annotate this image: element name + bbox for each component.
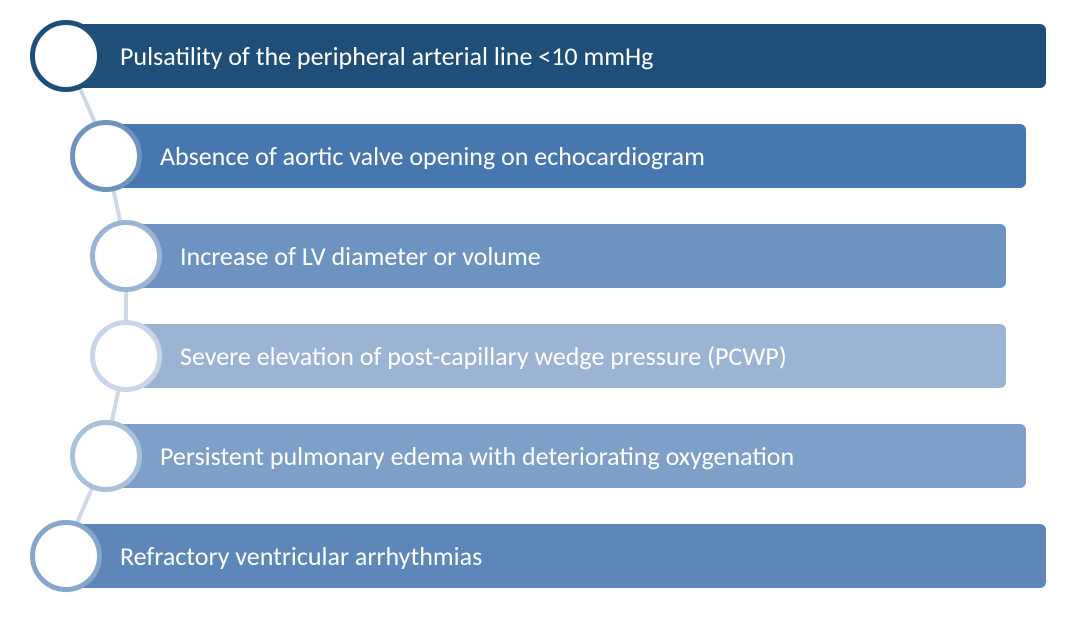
item-bar: Persistent pulmonary edema with deterior… (106, 424, 1026, 488)
infographic-list: Pulsatility of the peripheral arterial l… (30, 20, 1050, 592)
list-item: Absence of aortic valve opening on echoc… (70, 120, 1050, 192)
bullet-circle (70, 420, 142, 492)
item-label: Pulsatility of the peripheral arterial l… (120, 40, 653, 72)
list-item: Refractory ventricular arrhythmias (30, 520, 1050, 592)
item-label: Persistent pulmonary edema with deterior… (160, 440, 794, 472)
list-item: Increase of LV diameter or volume (90, 220, 1050, 292)
item-bar: Refractory ventricular arrhythmias (66, 524, 1046, 588)
list-item: Severe elevation of post-capillary wedge… (90, 320, 1050, 392)
bullet-circle (30, 520, 102, 592)
item-label: Increase of LV diameter or volume (180, 240, 541, 272)
list-item: Pulsatility of the peripheral arterial l… (30, 20, 1050, 92)
bullet-circle (90, 320, 162, 392)
item-bar: Severe elevation of post-capillary wedge… (126, 324, 1006, 388)
item-label: Severe elevation of post-capillary wedge… (180, 340, 787, 372)
item-bar: Increase of LV diameter or volume (126, 224, 1006, 288)
bullet-circle (70, 120, 142, 192)
list-item: Persistent pulmonary edema with deterior… (70, 420, 1050, 492)
bullet-circle (30, 20, 102, 92)
item-label: Absence of aortic valve opening on echoc… (160, 140, 705, 172)
item-bar: Absence of aortic valve opening on echoc… (106, 124, 1026, 188)
item-label: Refractory ventricular arrhythmias (120, 540, 482, 572)
bullet-circle (90, 220, 162, 292)
item-bar: Pulsatility of the peripheral arterial l… (66, 24, 1046, 88)
